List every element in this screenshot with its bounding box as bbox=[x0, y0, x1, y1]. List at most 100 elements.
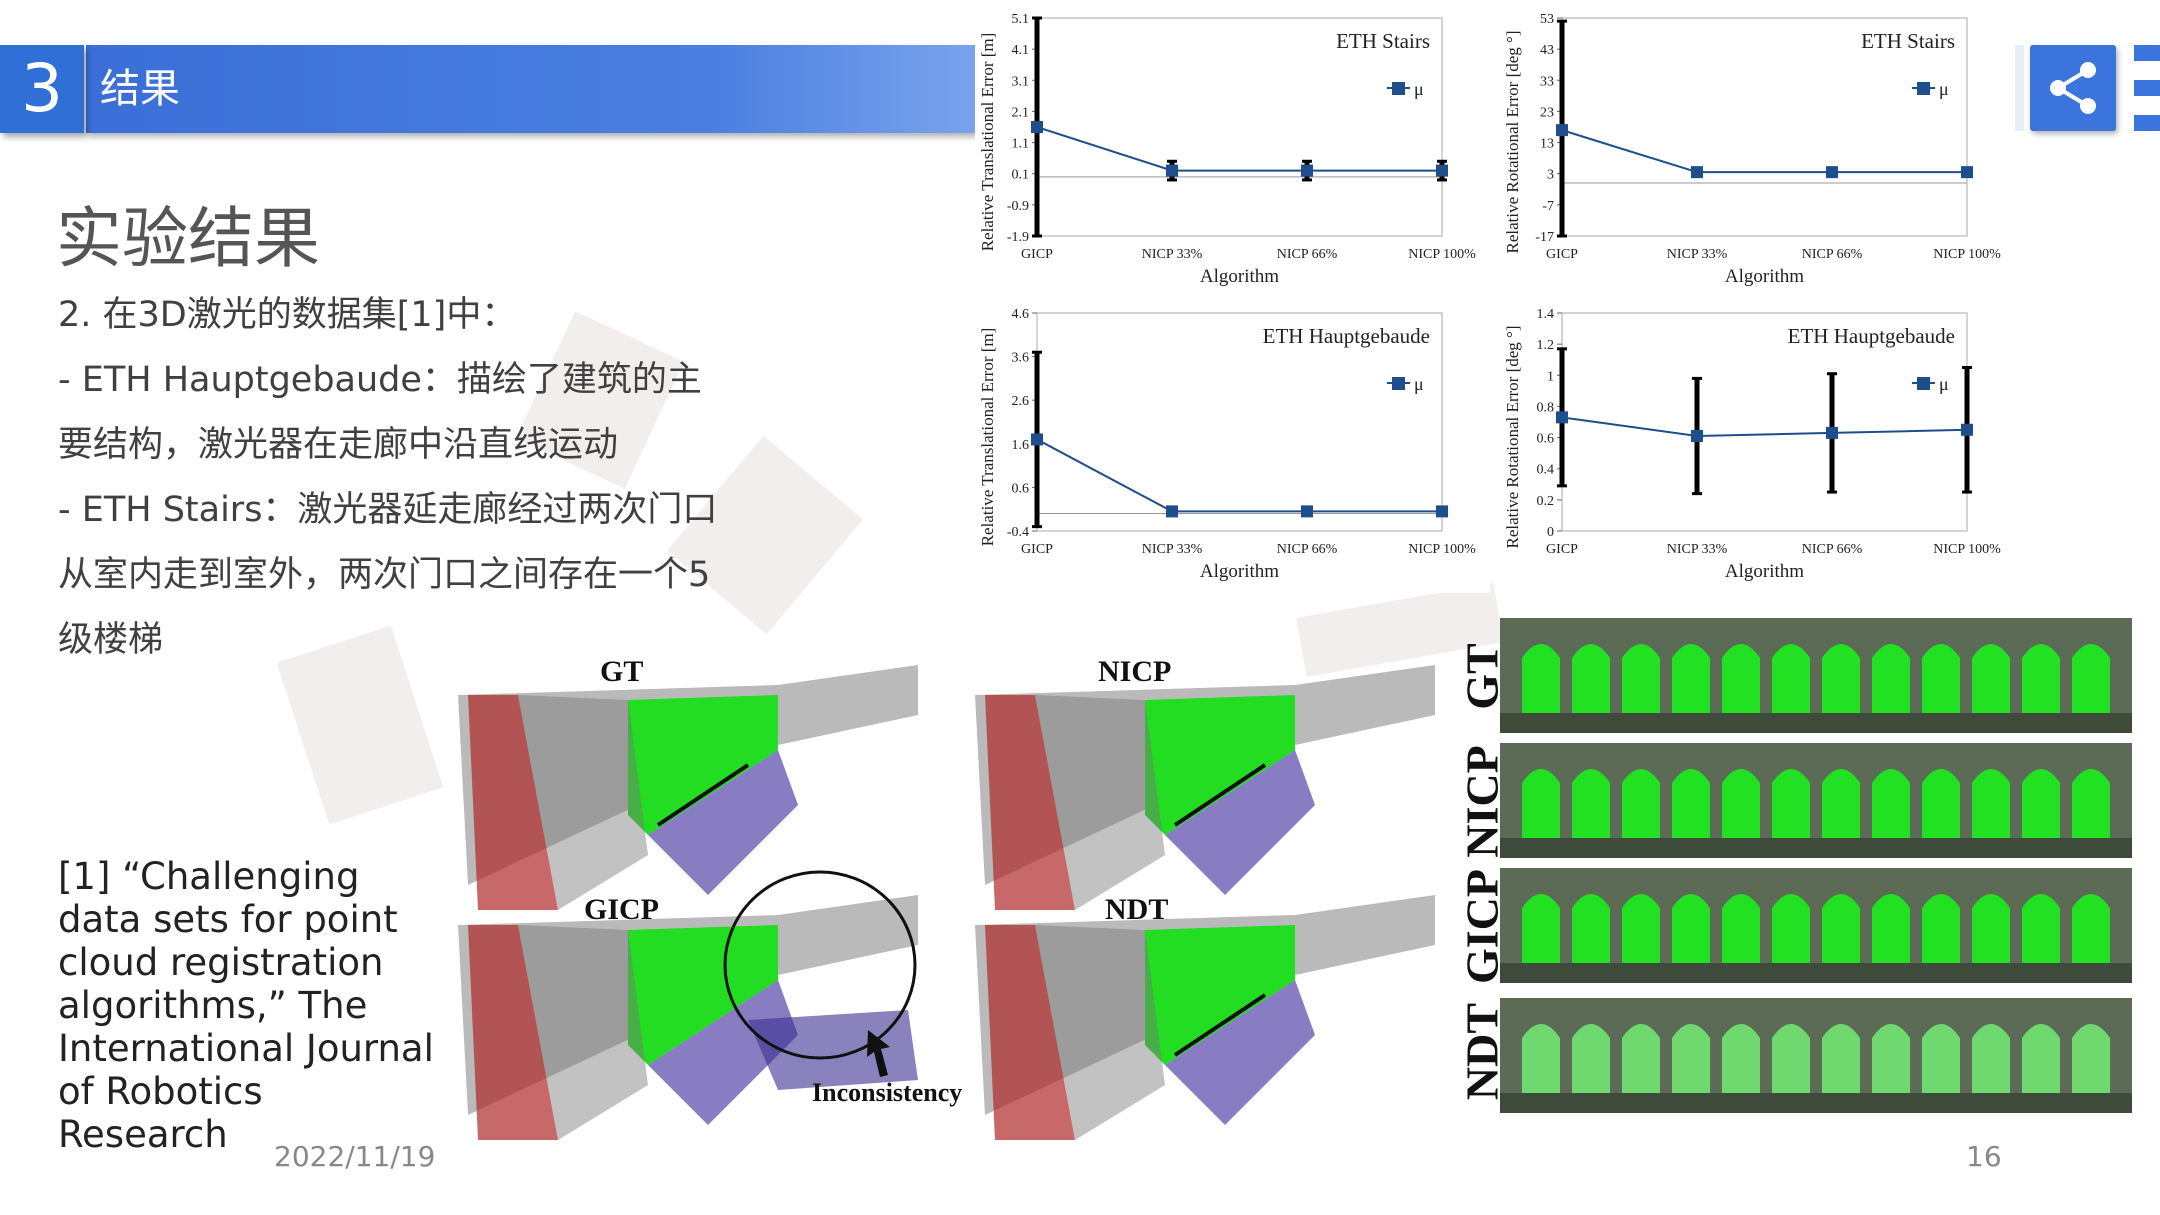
corridor-point-clouds bbox=[1500, 618, 2132, 1138]
legend-marker bbox=[1392, 377, 1405, 390]
y-tick-label: 0.1 bbox=[1012, 168, 1030, 183]
chart-stairs-translational: 5.1 4.1 3.1 2.1 1.1 0.1 -0.9 -1.9 GICP NICP 33% NI… bbox=[975, 8, 1490, 298]
body-line: 2. 在3D激光的数据集[1]中： bbox=[58, 295, 517, 335]
legend: μ bbox=[1912, 374, 1949, 394]
corridor-arch bbox=[1672, 769, 1710, 838]
corridor-arch bbox=[1622, 769, 1660, 838]
data-point bbox=[1031, 433, 1043, 446]
y-tick-label: 4.1 bbox=[1012, 43, 1030, 58]
y-tick-label: 0.4 bbox=[1537, 463, 1555, 478]
y-tick-label: 0.6 bbox=[1537, 432, 1555, 447]
corridor-arch bbox=[1672, 894, 1710, 963]
y-tick-label: 1.2 bbox=[1537, 338, 1555, 353]
corridor-arch bbox=[2022, 644, 2060, 713]
data-point bbox=[1826, 166, 1838, 179]
point-cloud-stairs-ndt bbox=[965, 870, 1445, 1145]
section-title: 结果 bbox=[100, 66, 180, 112]
x-tick-label: GICP bbox=[1021, 542, 1053, 557]
corridor-arch bbox=[1772, 644, 1810, 713]
corridor-arch bbox=[2072, 644, 2110, 713]
corridor-arch bbox=[1522, 894, 1560, 963]
corridor-arch bbox=[1522, 1024, 1560, 1093]
chart-stairs-rotational: 53 43 33 23 13 3 -7 -17 GICP NICP 33% NICP 66% NICP… bbox=[1500, 8, 2015, 298]
y-tick-label: 0 bbox=[1547, 525, 1554, 540]
share-icon bbox=[2050, 62, 2096, 114]
y-tick-label: 1.6 bbox=[1012, 438, 1030, 453]
corridor-arch bbox=[1622, 1024, 1660, 1093]
corridor-arch bbox=[1872, 1024, 1910, 1093]
label-corridor-gicp: GICP bbox=[1456, 869, 1508, 984]
data-point bbox=[1691, 166, 1703, 179]
legend: μ bbox=[1912, 79, 1949, 99]
corridor-arch bbox=[1822, 1024, 1860, 1093]
body-line: 从室内走到室外，两次门口之间存在一个5 bbox=[58, 555, 711, 595]
corridor-arch bbox=[1572, 1024, 1610, 1093]
data-point bbox=[1556, 124, 1568, 137]
data-point bbox=[1961, 423, 1973, 436]
share-button[interactable] bbox=[2030, 45, 2116, 131]
y-tick-label: -1.9 bbox=[1007, 230, 1029, 245]
corridor-railing bbox=[1500, 963, 2132, 983]
chart-hauptgebaude-rotational: 1.4 1.2 1 0.8 0.6 0.4 0.2 0 GICP NICP 33% NICP 66%… bbox=[1500, 303, 2015, 593]
corridor-railing bbox=[1500, 1093, 2132, 1113]
y-tick-label: 3.1 bbox=[1012, 74, 1030, 89]
x-tick-label: NICP 33% bbox=[1142, 542, 1203, 557]
page-title: 实验结果 bbox=[56, 200, 320, 277]
section-number: 3 bbox=[0, 45, 84, 133]
y-tick-label: -17 bbox=[1535, 230, 1554, 245]
body-line: - ETH Stairs：激光器延走廊经过两次门口 bbox=[58, 490, 718, 530]
page-number: 16 bbox=[1966, 1140, 2002, 1173]
menu-button[interactable] bbox=[2134, 45, 2160, 131]
data-point bbox=[1436, 505, 1448, 518]
y-tick-label: 3.6 bbox=[1012, 351, 1030, 366]
corridor-strips bbox=[1500, 618, 2132, 1113]
y-tick-label: 1.4 bbox=[1537, 307, 1555, 322]
x-axis-label: Algorithm bbox=[1200, 561, 1279, 582]
series-line bbox=[1561, 129, 1967, 174]
corridor-arch bbox=[1572, 769, 1610, 838]
corridor-arch bbox=[1672, 644, 1710, 713]
legend: μ bbox=[1387, 79, 1424, 99]
label-ndt: NDT bbox=[1105, 893, 1169, 926]
corridor-arch bbox=[2072, 894, 2110, 963]
y-tick-label: -0.4 bbox=[1007, 525, 1029, 540]
label-inconsistency: Inconsistency bbox=[812, 1078, 963, 1107]
y-tick-label: 2.1 bbox=[1012, 105, 1030, 120]
corridor-arch bbox=[1722, 769, 1760, 838]
corridor-arch bbox=[1672, 1024, 1710, 1093]
chart-hauptgebaude-translational: 4.6 3.6 2.6 1.6 0.6 -0.4 GICP NICP 33% NICP 66% N… bbox=[975, 303, 1490, 593]
x-tick-label: NICP 66% bbox=[1802, 542, 1863, 557]
y-tick-label: 2.6 bbox=[1012, 394, 1030, 409]
corridor-arch bbox=[1522, 644, 1560, 713]
label-nicp: NICP bbox=[1098, 655, 1172, 688]
corridor-arch bbox=[1772, 769, 1810, 838]
corridor-arch bbox=[2022, 769, 2060, 838]
y-tick-label: 0.8 bbox=[1537, 400, 1555, 415]
point-cloud-stairs-gt bbox=[448, 655, 928, 915]
corridor-arch bbox=[1772, 894, 1810, 963]
y-tick-label: -0.9 bbox=[1007, 199, 1029, 214]
menu-icon bbox=[2134, 45, 2160, 61]
corridor-arch bbox=[1622, 644, 1660, 713]
corridor-arch bbox=[1722, 644, 1760, 713]
x-tick-label: GICP bbox=[1546, 247, 1578, 262]
legend-label: μ bbox=[1939, 374, 1949, 394]
legend: μ bbox=[1387, 374, 1424, 394]
corridor-arch bbox=[1522, 769, 1560, 838]
y-axis-label: Relative Rotational Error [deg °] bbox=[1503, 30, 1522, 253]
y-axis-label: Relative Translational Error [m] bbox=[978, 328, 997, 547]
corridor-arch bbox=[2072, 1024, 2110, 1093]
legend-marker bbox=[1917, 82, 1930, 95]
y-tick-label: 0.2 bbox=[1537, 494, 1555, 509]
data-point bbox=[1301, 164, 1313, 177]
data-point bbox=[1031, 121, 1043, 133]
y-tick-label: 5.1 bbox=[1012, 12, 1030, 27]
corridor-arch bbox=[1922, 1024, 1960, 1093]
y-tick-label: 1 bbox=[1547, 369, 1554, 384]
chart-title: ETH Stairs bbox=[1336, 29, 1430, 53]
corridor-arch bbox=[1872, 769, 1910, 838]
data-point bbox=[1556, 411, 1568, 424]
label-gt: GT bbox=[600, 655, 644, 688]
body-line: 要结构，激光器在走廊中沿直线运动 bbox=[58, 425, 619, 465]
corridor-arch bbox=[1722, 894, 1760, 963]
